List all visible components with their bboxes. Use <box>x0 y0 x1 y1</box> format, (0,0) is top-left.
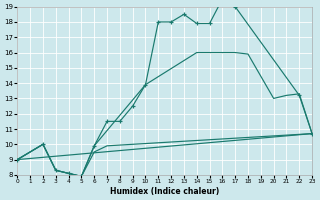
X-axis label: Humidex (Indice chaleur): Humidex (Indice chaleur) <box>110 187 219 196</box>
